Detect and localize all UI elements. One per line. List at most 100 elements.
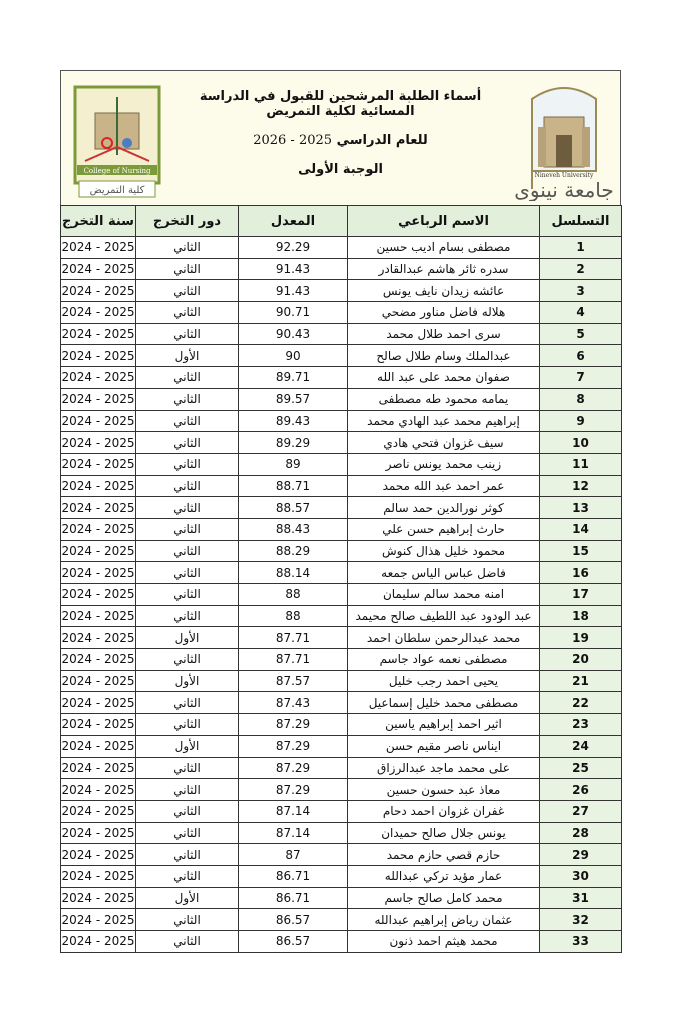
table-row: 24 ايناس ناصر مقيم حسن 87.29 الأول 2025 - 20…	[60, 734, 622, 758]
table-row: 7 صفوان محمد على عبد الله 89.71 الثاني 2025 …	[60, 366, 622, 389]
cell-graduation-round: الثاني	[135, 821, 239, 845]
cell-full-name: عبدالملك وسام طلال صالح	[347, 344, 540, 368]
cell-average: 87.29	[238, 778, 348, 801]
table-row: 14 حارث إبراهيم حسن علي 88.43 الثاني 2025 - …	[60, 517, 622, 541]
cell-full-name: إبراهيم محمد عبد الهادي محمد	[347, 409, 540, 433]
cell-serial: 20	[539, 648, 622, 671]
table-row: 2 سدره ثائر هاشم عبدالقادر 91.43 الثاني 2025…	[60, 257, 622, 281]
students-table: التسلسل الاسم الرباعي المعدل دور التخرج سنة …	[60, 205, 622, 953]
column-header-full-name: الاسم الرباعي	[347, 205, 540, 237]
cell-graduation-round: الثاني	[135, 387, 239, 411]
nineveh-university-logo: Nineveh University جامعة نينوى	[514, 79, 614, 202]
cell-full-name: هلاله فاضل مناور مضحي	[347, 301, 540, 324]
cell-average: 87.71	[238, 626, 348, 650]
cell-full-name: حارث إبراهيم حسن علي	[347, 517, 540, 541]
cell-average: 87.29	[238, 756, 348, 780]
cell-graduation-round: الثاني	[135, 474, 239, 498]
cell-average: 87.57	[238, 669, 348, 693]
cell-average: 89.57	[238, 387, 348, 411]
cell-serial: 24	[539, 734, 622, 758]
cell-full-name: حازم قصي حازم محمد	[347, 843, 540, 866]
column-header-graduation-round: دور التخرج	[135, 205, 239, 237]
logo-text-en: College of Nursing	[84, 167, 151, 175]
document-title: أسماء الطلبة المرشحين للقبول في الدراسة …	[199, 89, 482, 119]
cell-graduation-round: الثاني	[135, 691, 239, 715]
cell-graduation-round: الثاني	[135, 604, 239, 628]
cell-serial: 7	[539, 366, 622, 389]
cell-full-name: مصطفى بسام اديب حسين	[347, 236, 540, 259]
cell-full-name: يونس جلال صالح حميدان	[347, 821, 540, 845]
cell-serial: 12	[539, 474, 622, 498]
cell-graduation-year: 2025 - 2024	[60, 322, 136, 346]
cell-graduation-year: 2025 - 2024	[60, 561, 136, 584]
cell-serial: 26	[539, 778, 622, 801]
table-row: 1 مصطفى بسام اديب حسين 92.29 الثاني 2025 - 2…	[60, 236, 622, 259]
college-of-nursing-logo: College of Nursing كلية التمريض	[71, 77, 163, 201]
cell-graduation-round: الأول	[135, 626, 239, 650]
table-row: 30 عمار مؤيد تركي عبدالله 86.71 الثاني 2025 …	[60, 864, 622, 888]
cell-graduation-year: 2025 - 2024	[60, 431, 136, 454]
cell-average: 91.43	[238, 257, 348, 281]
table-row: 32 عثمان رياض إبراهيم عبدالله 86.57 الثاني 2…	[60, 908, 622, 931]
document-header: Nineveh University جامعة نينوى أسماء الط…	[61, 71, 620, 206]
column-header-serial: التسلسل	[539, 205, 622, 237]
cell-full-name: معاذ عبد حسون حسين	[347, 778, 540, 801]
table-row: 4 هلاله فاضل مناور مضحي 90.71 الثاني 2025 - …	[60, 301, 622, 324]
cell-graduation-round: الثاني	[135, 561, 239, 584]
cell-full-name: محمد كامل صالح جاسم	[347, 886, 540, 910]
table-row: 26 معاذ عبد حسون حسين 87.29 الثاني 2025 - 20…	[60, 778, 622, 801]
cell-serial: 30	[539, 864, 622, 888]
table-row: 3 عائشه زيدان نايف يونس 91.43 الثاني 2025 - …	[60, 279, 622, 303]
cell-graduation-year: 2025 - 2024	[60, 604, 136, 628]
cell-graduation-round: الثاني	[135, 257, 239, 281]
cell-graduation-round: الثاني	[135, 322, 239, 346]
table-row: 11 زينب محمد يونس ناصر 89 الثاني 2025 - 2024	[60, 452, 622, 476]
cell-full-name: محمود خليل هذال كنوش	[347, 539, 540, 563]
cell-average: 86.71	[238, 886, 348, 910]
table-row: 10 سيف غزوان فتحي هادي 89.29 الثاني 2025 - 2…	[60, 431, 622, 454]
cell-graduation-round: الثاني	[135, 366, 239, 389]
column-header-graduation-year: سنة التخرج	[60, 205, 136, 237]
cell-average: 86.57	[238, 908, 348, 931]
cell-graduation-year: 2025 - 2024	[60, 864, 136, 888]
cell-graduation-round: الثاني	[135, 713, 239, 736]
table-row: 31 محمد كامل صالح جاسم 86.71 الأول 2025 - 20…	[60, 886, 622, 910]
cell-graduation-round: الثاني	[135, 864, 239, 888]
cell-serial: 33	[539, 930, 622, 953]
cell-serial: 14	[539, 517, 622, 541]
cell-full-name: يحيى احمد رجب خليل	[347, 669, 540, 693]
cell-serial: 4	[539, 301, 622, 324]
table-row: 28 يونس جلال صالح حميدان 87.14 الثاني 2025 -…	[60, 821, 622, 845]
cell-average: 88.71	[238, 474, 348, 498]
cell-full-name: يمامه محمود طه مصطفى	[347, 387, 540, 411]
cell-serial: 1	[539, 236, 622, 259]
cell-graduation-round: الثاني	[135, 778, 239, 801]
cell-full-name: ايناس ناصر مقيم حسن	[347, 734, 540, 758]
column-header-average: المعدل	[238, 205, 348, 237]
cell-graduation-year: 2025 - 2024	[60, 930, 136, 953]
table-row: 27 غفران غزوان احمد دحام 87.14 الثاني 2025 -…	[60, 799, 622, 823]
table-row: 18 عبد الودود عبد اللطيف صالح محيمد 88 الثا…	[60, 604, 622, 628]
cell-graduation-round: الثاني	[135, 279, 239, 303]
logo-text-en: Nineveh University	[535, 172, 594, 179]
cell-graduation-year: 2025 - 2024	[60, 474, 136, 498]
cell-graduation-round: الثاني	[135, 517, 239, 541]
cell-full-name: عثمان رياض إبراهيم عبدالله	[347, 908, 540, 931]
table-row: 20 مصطفى نعمه عواد جاسم 87.71 الثاني 2025 - …	[60, 648, 622, 671]
cell-full-name: محمد هيثم احمد ذنون	[347, 930, 540, 953]
cell-serial: 32	[539, 908, 622, 931]
cell-serial: 11	[539, 452, 622, 476]
academic-year: للعام الدراسي 2025 - 2026	[171, 133, 510, 148]
cell-graduation-year: 2025 - 2024	[60, 669, 136, 693]
cell-serial: 5	[539, 322, 622, 346]
cell-graduation-round: الثاني	[135, 843, 239, 866]
cell-graduation-round: الثاني	[135, 301, 239, 324]
cell-average: 89.29	[238, 431, 348, 454]
cell-graduation-year: 2025 - 2024	[60, 648, 136, 671]
cell-graduation-year: 2025 - 2024	[60, 344, 136, 368]
cell-graduation-year: 2025 - 2024	[60, 843, 136, 866]
table-header-row: التسلسل الاسم الرباعي المعدل دور التخرج سنة …	[60, 205, 622, 237]
cell-average: 90.43	[238, 322, 348, 346]
year-label: للعام الدراسي	[336, 133, 428, 148]
cell-average: 87.14	[238, 821, 348, 845]
